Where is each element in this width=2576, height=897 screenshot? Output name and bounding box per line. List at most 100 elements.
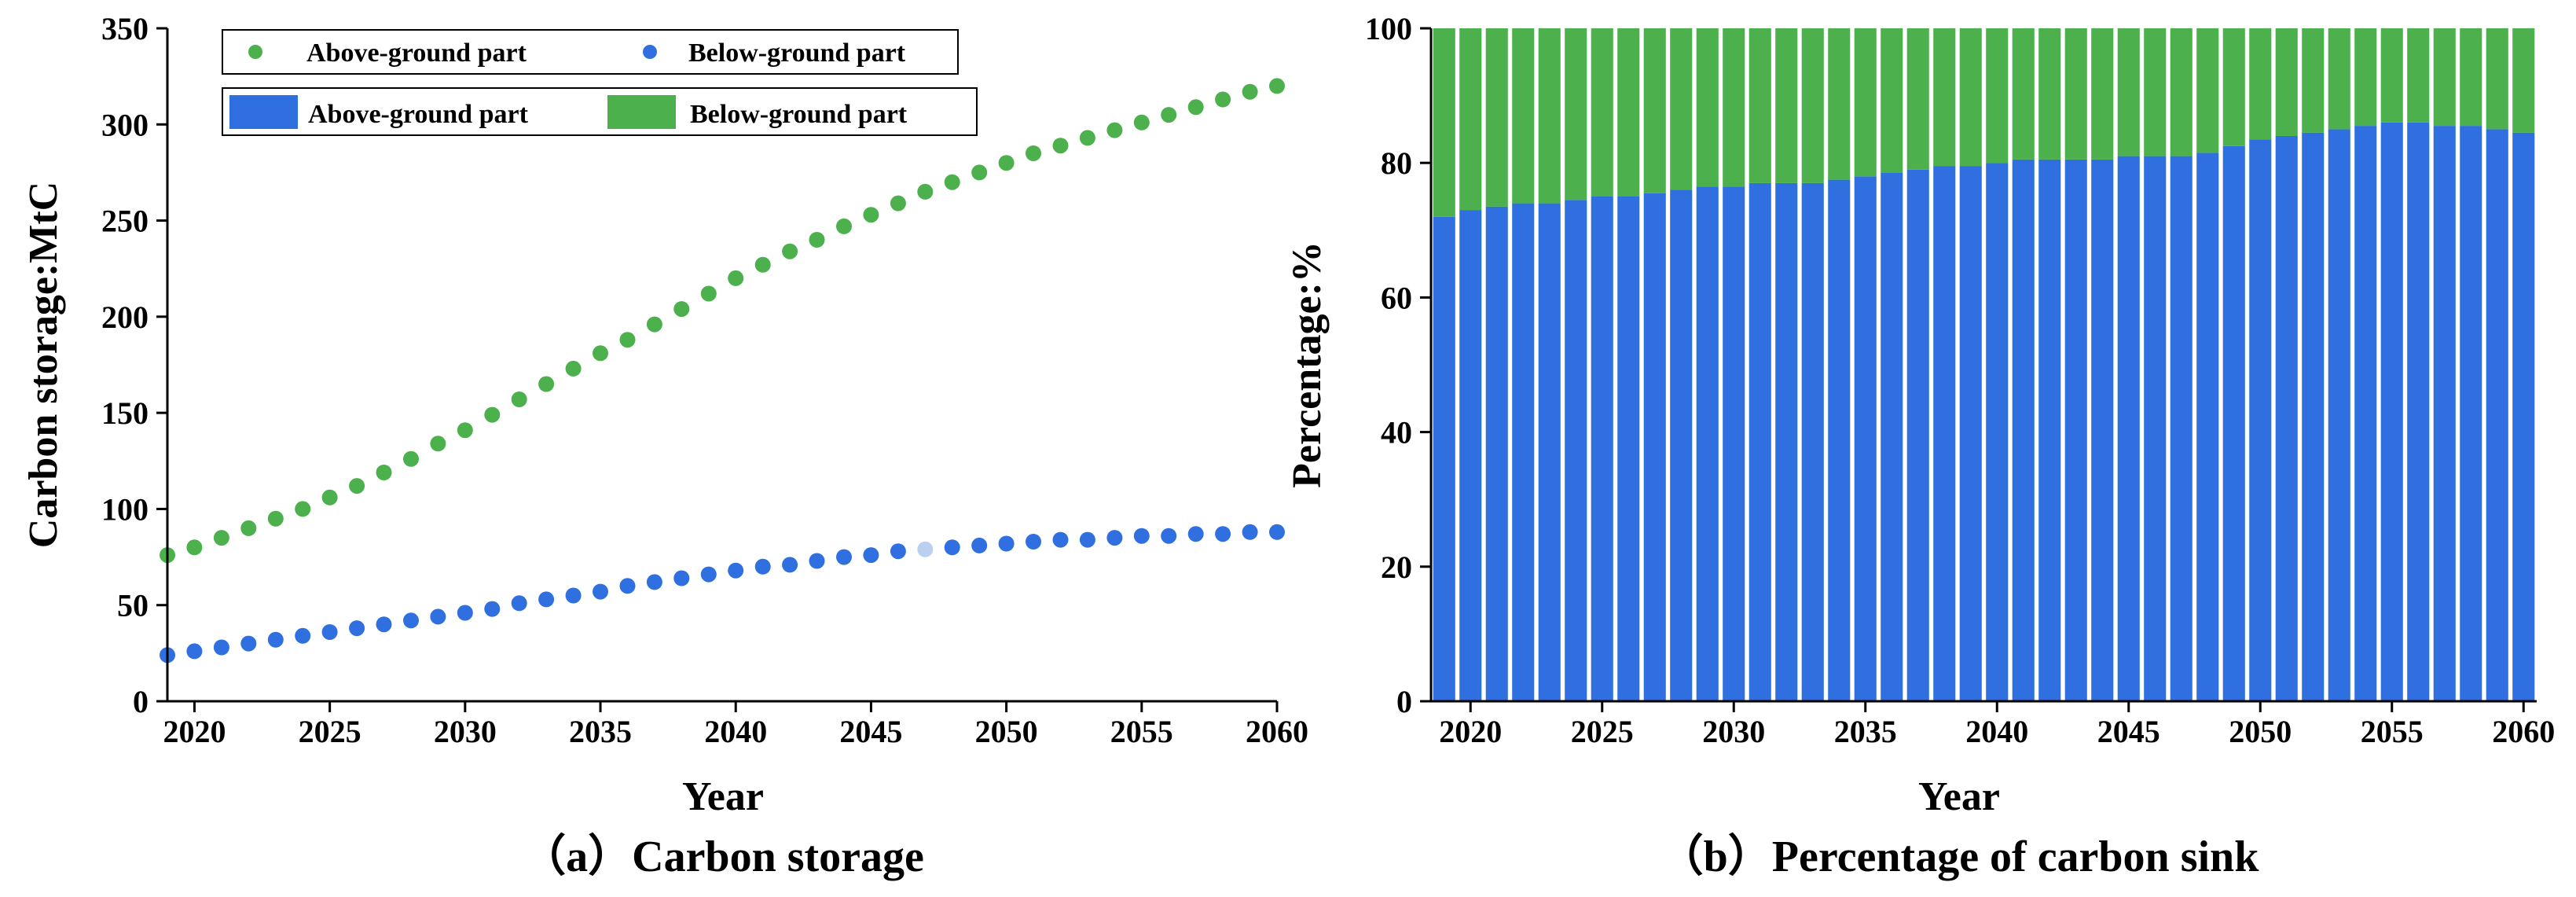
above-ground-point-2037 [646, 316, 662, 333]
x-tick-label-b: 2055 [2361, 714, 2424, 749]
y-axis-title-b: Percentage:% [1285, 241, 1330, 488]
y-tick-label-a: 200 [101, 300, 149, 335]
above-ground-bar-2060 [2512, 132, 2535, 701]
legend-swatch-above-bar [229, 95, 298, 129]
below-ground-bar-2021 [1485, 28, 1508, 207]
below-ground-bar-2027 [1643, 28, 1666, 193]
below-ground-point-2044 [836, 549, 852, 565]
above-ground-bar-2038 [1933, 166, 1956, 701]
above-ground-bar-2037 [1906, 169, 1929, 702]
above-ground-bar-2020 [1459, 210, 1482, 702]
above-ground-point-2023 [267, 510, 284, 527]
above-ground-bar-2042 [2038, 159, 2061, 701]
below-ground-point-2053 [1079, 531, 1095, 548]
below-ground-bar-2043 [2064, 28, 2087, 160]
above-ground-point-2035 [593, 345, 608, 362]
above-ground-point-2044 [836, 218, 852, 234]
y-tick-label-a: 250 [101, 204, 149, 239]
below-ground-bar-2058 [2460, 28, 2482, 127]
above-ground-bar-2029 [1696, 186, 1719, 701]
above-ground-bar-2021 [1485, 206, 1508, 701]
y-tick-label-a: 0 [133, 684, 149, 719]
legend-marker-above-dot [248, 45, 262, 59]
below-ground-bar-2029 [1696, 28, 1719, 187]
below-ground-bar-2045 [2117, 28, 2140, 156]
x-tick-label-a: 2025 [299, 714, 361, 749]
below-ground-point-2034 [565, 587, 582, 604]
below-ground-point-2032 [511, 595, 527, 612]
x-tick-label-a: 2055 [1110, 714, 1173, 749]
x-tick-label-b: 2035 [1834, 714, 1897, 749]
above-ground-point-2050 [998, 155, 1015, 171]
x-tick-label-b: 2030 [1702, 714, 1765, 749]
above-ground-point-2043 [809, 232, 825, 248]
above-ground-bar-2052 [2302, 132, 2325, 701]
above-ground-point-2024 [295, 501, 311, 517]
above-ground-point-2026 [349, 478, 365, 494]
below-ground-bar-2059 [2486, 28, 2508, 130]
above-ground-bar-2048 [2196, 153, 2219, 701]
above-ground-point-2042 [782, 243, 798, 259]
below-ground-bar-2048 [2196, 28, 2219, 153]
above-ground-bar-2049 [2222, 145, 2245, 702]
above-ground-bar-2053 [2328, 129, 2350, 701]
above-ground-bar-2047 [2170, 156, 2193, 702]
below-ground-bar-2040 [1986, 28, 2009, 164]
below-ground-point-2048 [944, 539, 960, 556]
x-ticks-b: 2020 2025 2030 2035 2040 2045 2050 2055 2060 [1439, 701, 2555, 749]
below-ground-bar-2028 [1670, 28, 1693, 190]
legend-swatch-below-bar [607, 95, 676, 129]
y-tick-label-b: 0 [1396, 684, 1412, 719]
above-ground-point-2027 [376, 465, 392, 480]
above-ground-bar-2050 [2249, 139, 2272, 701]
above-ground-point-2030 [457, 422, 473, 439]
x-tick-label-a: 2050 [975, 714, 1038, 749]
above-ground-point-2059 [1242, 83, 1258, 100]
above-ground-point-2049 [971, 164, 988, 181]
below-ground-point-2033 [538, 591, 555, 608]
below-ground-bar-2031 [1749, 28, 1771, 183]
x-tick-label-b: 2060 [2492, 714, 2555, 749]
below-ground-bar-2035 [1854, 28, 1877, 177]
below-ground-point-2030 [457, 605, 473, 621]
above-ground-bar-2031 [1749, 182, 1771, 701]
below-ground-point-2026 [349, 620, 365, 637]
above-ground-point-2052 [1052, 138, 1069, 154]
above-ground-point-2057 [1187, 99, 1204, 116]
caption-b: （b）Percentage of carbon sink [1660, 832, 2260, 881]
above-ground-bar-2034 [1828, 179, 1851, 702]
above-ground-point-2056 [1161, 107, 1177, 123]
percentage-carbon-sink-chart: 2020 2025 2030 2035 2040 2045 2050 2055 2060 020… [1285, 11, 2555, 881]
x-tick-label-a: 2020 [163, 714, 226, 749]
below-ground-bar-2052 [2302, 28, 2325, 133]
y-tick-label-a: 350 [101, 11, 149, 46]
below-ground-point-2052 [1052, 531, 1069, 548]
y-tick-label-b: 100 [1365, 11, 1412, 46]
below-ground-bar-2057 [2433, 28, 2456, 127]
above-ground-point-2055 [1133, 114, 1150, 131]
y-tick-label-a: 150 [101, 395, 149, 431]
y-tick-label-a: 50 [117, 588, 149, 623]
below-ground-point-2051 [1026, 534, 1041, 550]
above-ground-bar-2025 [1591, 197, 1613, 701]
below-ground-bar-2026 [1617, 28, 1640, 197]
above-ground-bar-2036 [1881, 173, 1903, 701]
below-ground-point-2059 [1242, 524, 1258, 540]
above-ground-bar-2058 [2460, 126, 2482, 702]
above-ground-bar-2033 [1801, 182, 1824, 701]
above-ground-point-2041 [754, 256, 771, 273]
below-ground-point-2038 [673, 570, 690, 586]
x-ticks-a: 2020 2025 2030 2035 2040 2045 2050 2055 2060 [163, 701, 1308, 749]
above-ground-point-2051 [1026, 145, 1041, 161]
x-tick-label-b: 2040 [1965, 714, 2028, 749]
x-axis-title-a: Year [682, 774, 764, 819]
above-ground-bar-2057 [2433, 126, 2456, 702]
below-ground-point-2046 [890, 543, 906, 560]
legend-box-scatter [222, 29, 959, 75]
above-ground-point-2054 [1106, 122, 1123, 138]
above-ground-bar-2045 [2117, 156, 2140, 702]
below-ground-bar-2037 [1906, 28, 1929, 170]
below-ground-point-2024 [295, 627, 311, 644]
below-ground-bar-2039 [1959, 28, 1982, 167]
